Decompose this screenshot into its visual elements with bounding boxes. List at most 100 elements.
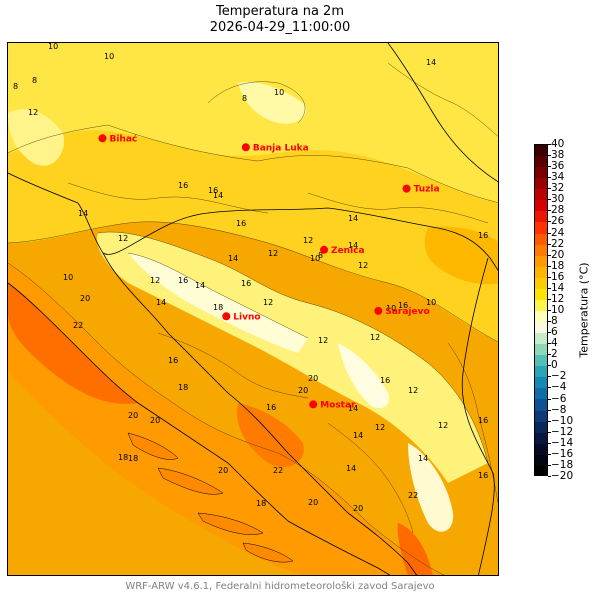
contour-label: 8: [32, 76, 37, 85]
contour-label: 16: [398, 301, 408, 310]
contour-label: 16: [236, 219, 246, 228]
island-3: [197, 512, 264, 535]
colorbar-tick-label: 2: [551, 348, 558, 361]
zone-high-east: [338, 343, 389, 409]
city-marker[interactable]: [374, 306, 383, 315]
colorbar-tick-label: 26: [551, 215, 565, 228]
zone-cool-northwest: [8, 109, 64, 166]
contour-label: 12: [303, 236, 313, 245]
contour-label: 22: [73, 321, 83, 330]
colorbar-tick-label: 12: [551, 292, 565, 305]
colorbar-segment: [535, 333, 547, 345]
contour-label: 10: [386, 304, 396, 313]
contour-label: 14: [348, 214, 358, 223]
colorbar-tick-mark: [548, 354, 551, 356]
title-line-2: 2026-04-29_11:00:00: [209, 20, 351, 35]
city-marker[interactable]: [402, 184, 411, 193]
colorbar-tick-mark: [548, 409, 551, 411]
colorbar-tick-mark: [548, 453, 551, 455]
contour-label: 12: [408, 386, 418, 395]
city-marker[interactable]: [98, 134, 107, 143]
city-marker[interactable]: [320, 245, 329, 254]
city-label: Livno: [233, 312, 260, 322]
colorbar-tick-label: −10: [551, 414, 574, 427]
contour-label: 14: [156, 298, 166, 307]
colorbar-tick-label: 4: [551, 337, 558, 350]
contour-label: 8: [242, 94, 247, 103]
city-label: Banja Luka: [253, 143, 309, 153]
colorbar-tick-mark: [548, 387, 551, 389]
colorbar-tick-mark: [548, 210, 551, 212]
contour-label: 12: [118, 234, 128, 243]
colorbar-tick-mark: [548, 420, 551, 422]
colorbar-label: Temperatura (°C): [577, 262, 591, 358]
colorbar-tick-mark: [548, 310, 551, 311]
contour-label: 10: [104, 52, 114, 61]
contour-label: 12: [318, 336, 328, 345]
zone-mostar-hot: [237, 403, 304, 467]
colorbar-segment: [535, 355, 547, 367]
contour-label: 20: [80, 294, 90, 303]
colorbar-tick-mark: [548, 476, 551, 477]
colorbar-segment: [535, 211, 547, 223]
contour-label: 20: [308, 498, 318, 507]
contour-label: 14: [213, 191, 223, 200]
footer-credit: WRF-ARW v4.6.1, Federalni hidrometeorolo…: [125, 581, 435, 592]
coastline: [8, 282, 391, 575]
zone-high-southeast: [408, 443, 454, 532]
contour-label: 10: [63, 273, 73, 282]
zone-cool-north: [238, 81, 307, 124]
colorbar-segment: [535, 322, 547, 334]
colorbar-segment: [535, 421, 547, 433]
colorbar-tick-mark: [548, 343, 551, 345]
contour-label: 14: [418, 454, 428, 463]
contour-label: 12: [268, 249, 278, 258]
contour-label: 18: [213, 303, 223, 312]
contour-label: 12: [150, 276, 160, 285]
colorbar-tick-label: 10: [551, 304, 565, 316]
colorbar-tick-label: −6: [551, 392, 567, 405]
contour-label: 10: [426, 298, 436, 307]
contour-label: 20: [218, 466, 228, 475]
city-marker[interactable]: [309, 400, 318, 409]
city-label: Mostar: [320, 400, 356, 410]
city-marker[interactable]: [222, 312, 231, 321]
city-label: Tuzla: [414, 185, 440, 195]
colorbar-tick-label: −12: [551, 425, 574, 438]
contour-label: 18: [118, 453, 128, 462]
colorbar-segment: [535, 200, 547, 212]
colorbar-tick-label: −16: [551, 447, 574, 460]
contour-label: 12: [375, 423, 385, 432]
temperature-map[interactable]: 10 10 8 8 12 8 10 14 16 16 14 16 14 12 12 14 16 12 10 8 14 12…: [7, 42, 499, 576]
colorbar-segment: [535, 222, 547, 234]
colorbar-segment: [535, 465, 547, 475]
colorbar-tick-label: 0: [551, 359, 558, 372]
colorbar-segment: [535, 366, 547, 378]
contour-label: 14: [228, 254, 238, 263]
colorbar-tick-mark: [548, 155, 551, 157]
colorbar-tick-mark: [548, 199, 551, 201]
contour-label: 16: [208, 186, 218, 195]
colorbar-segment: [535, 443, 547, 455]
zone-southeast-hot: [397, 523, 433, 575]
contour-label: 10: [274, 88, 284, 97]
island-1: [127, 432, 179, 460]
colorbar-tick-mark: [548, 464, 551, 466]
contour-label: 16: [168, 356, 178, 365]
colorbar-tick-label: −8: [551, 403, 567, 416]
contour-label: 16: [178, 181, 188, 190]
colorbar-tick-label: 16: [551, 270, 565, 283]
colorbar-tick-label: 34: [551, 171, 565, 184]
island-4: [242, 542, 294, 563]
colorbar-tick-mark: [548, 332, 551, 334]
contour-label: 10: [48, 43, 58, 51]
colorbar-tick-label: 38: [551, 149, 565, 162]
contour-label: 22: [408, 491, 418, 500]
colorbar-tick-label: −18: [551, 458, 574, 471]
colorbar-tick-label: −4: [551, 381, 567, 394]
city-marker[interactable]: [241, 143, 250, 152]
colorbar-segment: [535, 277, 547, 289]
colorbar-segment: [535, 399, 547, 411]
contour-label: 14: [346, 464, 356, 473]
